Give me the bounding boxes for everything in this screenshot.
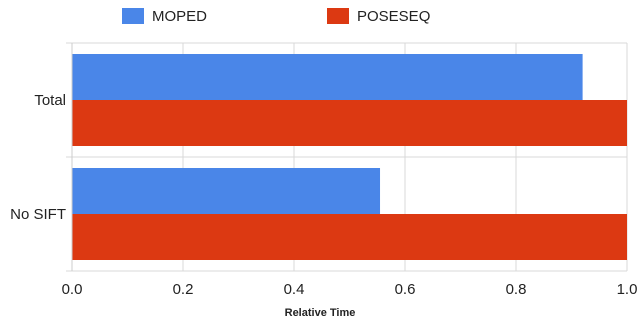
- x-axis-label: Relative Time: [285, 307, 356, 319]
- y-category-label: Total: [34, 92, 66, 109]
- axes-group: 0.0 0.2 0.4 0.6 0.8 1.0 Total No SIFT: [10, 43, 637, 298]
- y-category-label: No SIFT: [10, 206, 66, 223]
- x-tick-label: 0.6: [395, 281, 416, 298]
- x-tick-label: 0.0: [62, 281, 83, 298]
- x-tick-label: 0.4: [284, 281, 305, 298]
- legend-label-moped: MOPED: [152, 7, 208, 25]
- legend-swatch-moped: [122, 8, 144, 24]
- x-tick-label: 0.8: [506, 281, 527, 298]
- bar-poseseq-total: [72, 100, 627, 146]
- x-tick-label: 0.2: [173, 281, 194, 298]
- legend-item-poseseq: POSESEQ: [327, 6, 430, 26]
- bar-moped-no-sift: [72, 168, 381, 214]
- legend-swatch-poseseq: [327, 8, 349, 24]
- legend-label-poseseq: POSESEQ: [357, 7, 431, 25]
- x-tick-label: 1.0: [617, 281, 638, 298]
- bar-poseseq-no-sift: [72, 214, 627, 260]
- bars-group: [72, 54, 627, 260]
- bar-moped-total: [72, 54, 583, 100]
- legend-item-moped: MOPED: [122, 6, 207, 26]
